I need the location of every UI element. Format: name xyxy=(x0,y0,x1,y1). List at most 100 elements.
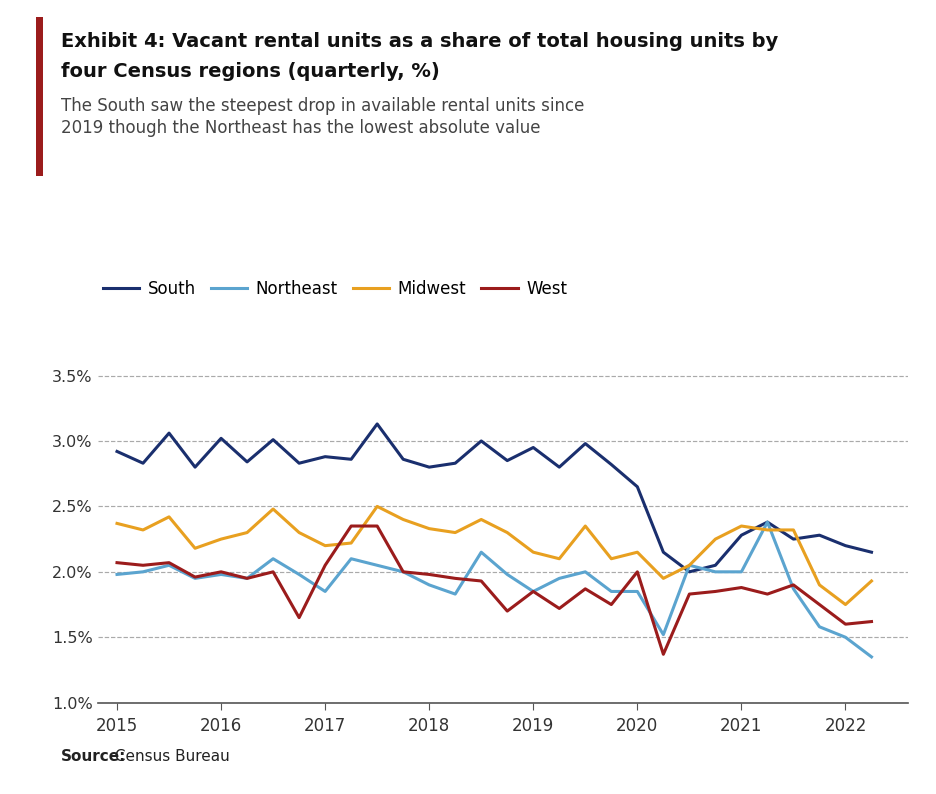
South xyxy=(475,436,487,445)
Midwest xyxy=(606,554,617,564)
Midwest xyxy=(241,528,253,538)
South xyxy=(788,534,799,544)
West xyxy=(502,607,513,616)
Midwest xyxy=(424,524,435,534)
Northeast xyxy=(554,573,565,583)
West xyxy=(294,613,305,622)
West xyxy=(449,573,461,583)
Midwest xyxy=(319,541,330,550)
Text: 2019 though the Northeast has the lowest absolute value: 2019 though the Northeast has the lowest… xyxy=(61,119,540,137)
Midwest xyxy=(449,528,461,538)
West xyxy=(684,589,695,599)
West xyxy=(268,567,279,576)
Text: Census Bureau: Census Bureau xyxy=(110,749,229,764)
Northeast xyxy=(345,554,357,564)
Northeast xyxy=(606,587,617,596)
Text: The South saw the steepest drop in available rental units since: The South saw the steepest drop in avail… xyxy=(61,97,584,115)
South xyxy=(840,541,851,550)
Northeast xyxy=(866,652,877,661)
Northeast xyxy=(398,567,409,576)
Text: four Census regions (quarterly, %): four Census regions (quarterly, %) xyxy=(61,62,440,81)
Northeast xyxy=(762,518,773,527)
Midwest xyxy=(398,515,409,524)
South xyxy=(372,419,383,429)
Line: Northeast: Northeast xyxy=(117,522,871,657)
South xyxy=(268,435,279,445)
Northeast xyxy=(294,569,305,579)
West xyxy=(632,567,643,576)
South xyxy=(658,547,669,557)
Northeast xyxy=(268,554,279,564)
West xyxy=(736,583,747,592)
West xyxy=(762,589,773,599)
Northeast xyxy=(813,622,825,631)
West xyxy=(138,561,149,570)
West xyxy=(345,521,357,530)
Midwest xyxy=(475,515,487,524)
Northeast xyxy=(475,547,487,557)
South xyxy=(319,452,330,461)
Text: Source:: Source: xyxy=(61,749,126,764)
South xyxy=(345,454,357,464)
South xyxy=(709,561,721,570)
South xyxy=(579,439,591,449)
Midwest xyxy=(840,599,851,609)
West xyxy=(398,567,409,576)
Midwest xyxy=(528,547,539,557)
South xyxy=(294,458,305,468)
Northeast xyxy=(424,580,435,590)
South xyxy=(866,547,877,557)
Midwest xyxy=(709,534,721,544)
South xyxy=(762,518,773,527)
South xyxy=(164,428,175,437)
Northeast xyxy=(788,584,799,594)
Northeast xyxy=(164,561,175,570)
Midwest xyxy=(111,518,123,528)
Midwest xyxy=(684,561,695,570)
Midwest xyxy=(345,538,357,548)
West xyxy=(813,599,825,609)
South xyxy=(813,530,825,540)
Northeast xyxy=(528,587,539,596)
Midwest xyxy=(189,544,200,553)
Midwest xyxy=(502,528,513,538)
Northeast xyxy=(319,587,330,596)
Midwest xyxy=(762,525,773,534)
Midwest xyxy=(215,534,227,544)
Midwest xyxy=(788,525,799,534)
Northeast xyxy=(632,587,643,596)
Midwest xyxy=(372,502,383,511)
West xyxy=(709,587,721,596)
Midwest xyxy=(554,554,565,564)
South xyxy=(215,434,227,443)
Midwest xyxy=(268,504,279,514)
South xyxy=(449,458,461,468)
Northeast xyxy=(111,569,123,579)
West xyxy=(579,584,591,594)
West xyxy=(164,558,175,568)
Northeast xyxy=(579,567,591,576)
Northeast xyxy=(736,567,747,576)
South xyxy=(528,443,539,453)
South xyxy=(189,462,200,472)
Northeast xyxy=(840,633,851,642)
Northeast xyxy=(709,567,721,576)
West xyxy=(424,569,435,579)
South xyxy=(398,454,409,464)
West xyxy=(866,617,877,626)
Midwest xyxy=(866,576,877,586)
South xyxy=(111,447,123,457)
Northeast xyxy=(189,573,200,583)
West xyxy=(840,619,851,629)
Text: Exhibit 4: Vacant rental units as a share of total housing units by: Exhibit 4: Vacant rental units as a shar… xyxy=(61,32,778,51)
West xyxy=(554,603,565,613)
Northeast xyxy=(215,569,227,579)
Line: South: South xyxy=(117,424,871,572)
Midwest xyxy=(138,525,149,534)
West xyxy=(189,572,200,582)
Midwest xyxy=(813,580,825,590)
Midwest xyxy=(632,547,643,557)
Northeast xyxy=(658,630,669,639)
South xyxy=(632,482,643,491)
South xyxy=(424,462,435,472)
